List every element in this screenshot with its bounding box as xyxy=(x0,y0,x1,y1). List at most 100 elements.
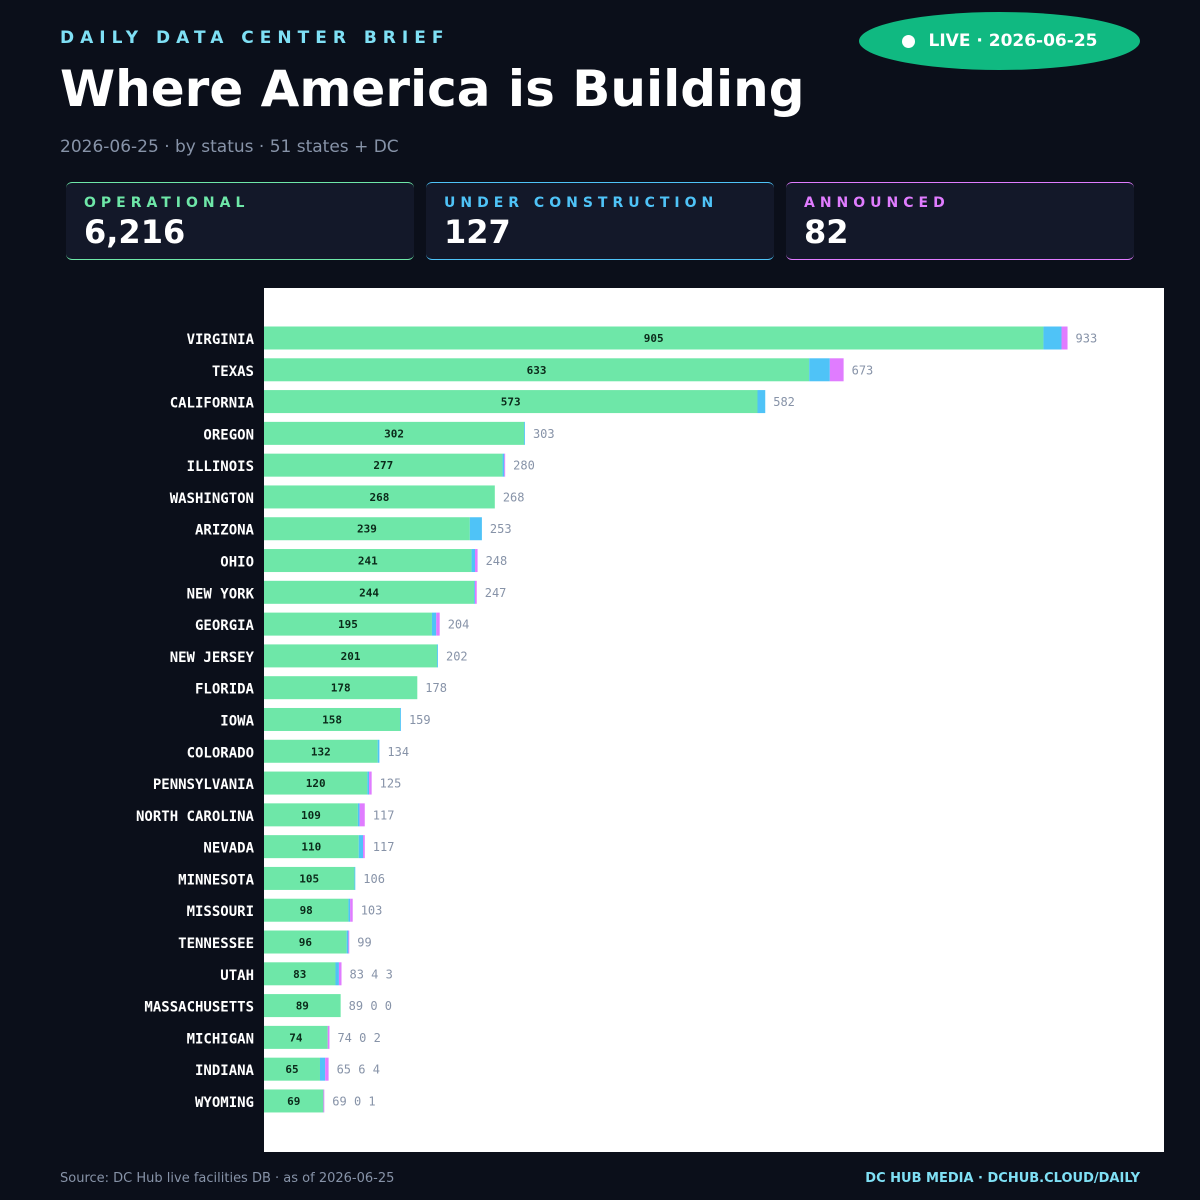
value-label: 277 xyxy=(373,459,393,472)
category-label: NEW JERSEY xyxy=(170,650,255,666)
total-label: 248 xyxy=(486,554,508,568)
bar-segment xyxy=(377,739,380,763)
bar-segment xyxy=(1043,326,1062,350)
value-label: 89 xyxy=(296,1000,309,1013)
value-label: 132 xyxy=(311,745,331,758)
bar-segment xyxy=(264,835,359,859)
bar-segment xyxy=(264,676,418,700)
value-label: 65 xyxy=(285,1063,298,1076)
category-label: UTAH xyxy=(220,968,254,984)
category-label: COLORADO xyxy=(187,745,254,761)
bar-segment xyxy=(363,835,365,859)
total-label: 117 xyxy=(373,808,395,822)
total-label: 69 0 1 xyxy=(332,1094,375,1108)
bar-segment xyxy=(338,962,342,986)
total-label: 89 0 0 xyxy=(349,999,392,1013)
value-label: 109 xyxy=(301,809,321,822)
category-label: NEW YORK xyxy=(187,586,255,602)
bar-segment xyxy=(264,803,358,827)
total-label: 117 xyxy=(373,840,395,854)
bar-segment xyxy=(327,1025,330,1049)
category-label: INDIANA xyxy=(195,1063,255,1079)
total-label: 204 xyxy=(448,618,470,632)
value-label: 241 xyxy=(358,555,378,568)
bar-segment xyxy=(264,866,355,890)
value-label: 110 xyxy=(301,841,321,854)
bar-segment xyxy=(757,390,766,414)
category-label: TEXAS xyxy=(212,364,254,380)
total-label: 134 xyxy=(387,745,409,759)
bar-segment xyxy=(502,453,505,477)
bar-segment xyxy=(264,644,438,668)
bar-segment xyxy=(348,930,350,954)
kpi-value: 6,216 xyxy=(84,213,186,251)
category-label: FLORIDA xyxy=(195,682,255,698)
bar-segment xyxy=(469,517,482,541)
kpi-card: OPERATIONAL 6,216 xyxy=(66,182,414,260)
value-label: 302 xyxy=(384,427,404,440)
bar-segment xyxy=(264,612,432,636)
value-label: 98 xyxy=(300,904,313,917)
total-label: 582 xyxy=(773,395,795,409)
category-label: MISSOURI xyxy=(187,904,254,920)
bar-segment xyxy=(264,485,495,509)
category-label: ARIZONA xyxy=(195,523,255,539)
bar-segment xyxy=(346,930,349,954)
total-label: 99 xyxy=(357,936,371,950)
kpi-value: 127 xyxy=(444,213,511,251)
bar-segment xyxy=(809,358,830,382)
category-label: MASSACHUSETTS xyxy=(144,1000,254,1016)
value-label: 195 xyxy=(338,618,358,631)
value-label: 905 xyxy=(644,332,664,345)
value-label: 83 xyxy=(293,968,306,981)
category-label: GEORGIA xyxy=(195,618,255,634)
bar-segment xyxy=(436,612,440,636)
value-label: 633 xyxy=(527,364,547,377)
bar-segment xyxy=(504,453,506,477)
bar-segment xyxy=(264,517,470,541)
total-label: 202 xyxy=(446,649,468,663)
bar-segment xyxy=(475,580,477,604)
bar-segment xyxy=(264,453,503,477)
bar-segment xyxy=(829,358,844,382)
total-label: 103 xyxy=(361,904,383,918)
bar-segment xyxy=(323,1089,325,1113)
bar-segment xyxy=(264,898,349,922)
bar-segment xyxy=(524,421,525,445)
bar-segment xyxy=(369,771,372,795)
kpi-label: UNDER CONSTRUCTION xyxy=(444,195,719,211)
total-label: 933 xyxy=(1076,332,1098,346)
value-label: 105 xyxy=(299,872,319,885)
total-label: 74 0 2 xyxy=(337,1031,380,1045)
bar-segment xyxy=(471,549,476,573)
value-label: 268 xyxy=(369,491,389,504)
category-label: CALIFORNIA xyxy=(170,396,255,412)
category-label: TENNESSEE xyxy=(178,936,254,952)
total-label: 83 4 3 xyxy=(350,967,393,981)
value-label: 244 xyxy=(359,586,379,599)
live-text: LIVE · 2026-06-25 xyxy=(928,31,1098,51)
bar-segment xyxy=(354,866,356,890)
bar-segment xyxy=(264,771,368,795)
bar-segment xyxy=(264,421,525,445)
bar-segment xyxy=(264,1089,324,1113)
bar-segment xyxy=(357,803,360,827)
category-label: WASHINGTON xyxy=(170,491,254,507)
total-label: 673 xyxy=(852,363,874,377)
bar-segment xyxy=(264,326,1044,350)
category-label: IOWA xyxy=(220,713,254,729)
kpi-card: ANNOUNCED 82 xyxy=(786,182,1134,260)
bar-segment xyxy=(264,962,336,986)
bar-segment xyxy=(367,771,370,795)
category-label: OREGON xyxy=(203,427,254,443)
bar-segment xyxy=(264,549,472,573)
category-label: ILLINOIS xyxy=(187,459,254,475)
bar-segment xyxy=(264,1025,328,1049)
total-label: 65 6 4 xyxy=(337,1063,380,1077)
source: Source: DC Hub live facilities DB · as o… xyxy=(60,1171,395,1186)
kpi-value: 82 xyxy=(804,213,849,251)
bar-segment xyxy=(350,898,353,922)
bar-segment xyxy=(325,1057,329,1081)
bar-segment xyxy=(348,898,351,922)
bar-segment xyxy=(400,707,401,731)
